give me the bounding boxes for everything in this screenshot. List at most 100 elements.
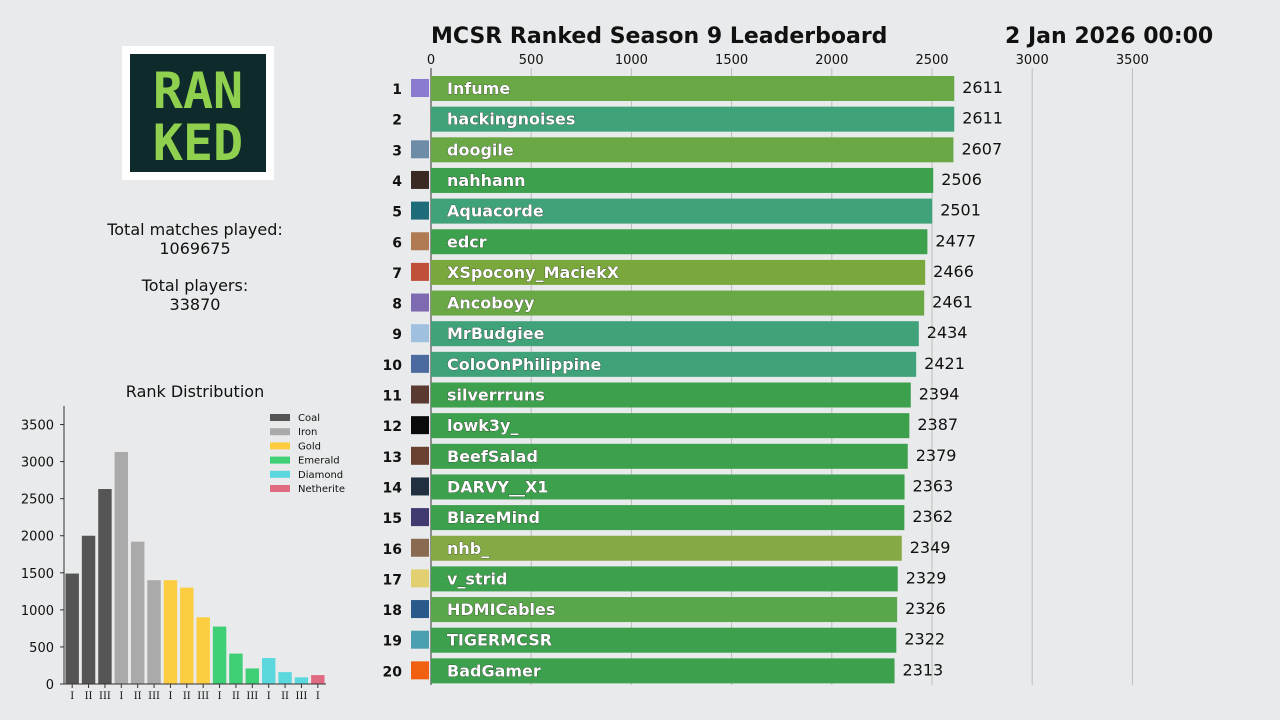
player-name-label: HDMICables: [447, 600, 555, 619]
player-name-label: nhb_: [447, 539, 489, 558]
player-avatar: [411, 569, 429, 588]
total-matches-stat: Total matches played: 1069675: [70, 220, 320, 258]
legend-label: Emerald: [298, 456, 340, 467]
total-players-value: 33870: [169, 295, 221, 314]
elo-value-label: 2326: [905, 599, 946, 618]
leaderboard-bar: [431, 259, 926, 285]
chart-title: MCSR Ranked Season 9 Leaderboard: [431, 24, 888, 49]
leaderboard-bar: [431, 566, 898, 592]
total-players-stat: Total players: 33870: [70, 276, 320, 314]
elo-value-label: 2394: [919, 385, 960, 404]
y-tick-label: 3000: [21, 456, 54, 471]
legend-swatch: [270, 456, 290, 464]
leaderboard-bar: [431, 106, 955, 132]
rank-bar: [130, 541, 145, 684]
player-avatar: [411, 385, 429, 404]
elo-value-label: 2379: [916, 446, 957, 465]
elo-value-label: 2607: [961, 139, 1002, 158]
rank-bar: [65, 573, 79, 684]
player-avatar: [411, 140, 429, 159]
chart-datetime: 2 Jan 2026 00:00: [1005, 24, 1214, 49]
rank-number: 17: [383, 572, 402, 588]
player-avatar: [411, 293, 429, 312]
rank-number: 10: [383, 358, 403, 374]
rank-number: 12: [383, 419, 402, 435]
x-tick-label: III: [246, 691, 258, 702]
rank-bar: [147, 580, 161, 684]
player-name-label: v_strid: [447, 569, 507, 588]
player-name-label: Infume: [447, 79, 510, 98]
leaderboard-bar: [431, 76, 955, 101]
player-name-label: MrBudgiee: [447, 324, 545, 343]
total-matches-value: 1069675: [159, 239, 231, 258]
x-tick-label: III: [197, 691, 209, 702]
legend-label: Diamond: [298, 470, 343, 481]
rank-bar: [294, 677, 309, 684]
player-name-label: BadGamer: [447, 661, 541, 680]
x-tick-label: I: [316, 691, 320, 702]
leaderboard-bar: [431, 198, 933, 224]
player-avatar: [411, 201, 429, 220]
player-name-label: BlazeMind: [447, 508, 540, 527]
rank-number: 8: [392, 297, 402, 313]
player-name-label: hackingnoises: [447, 110, 575, 129]
x-tick-label: I: [168, 691, 172, 702]
leaderboard-bar: [431, 597, 898, 623]
y-tick-label: 500: [29, 641, 54, 656]
player-avatar: [411, 538, 429, 557]
rank-bar: [245, 668, 260, 684]
y-tick-label: 1500: [21, 567, 54, 582]
elo-value-label: 2434: [927, 323, 968, 342]
logo-text-bottom: KED: [153, 114, 243, 172]
rank-bar: [229, 653, 243, 684]
player-avatar: [411, 661, 429, 680]
player-avatar: [411, 170, 429, 189]
x-tick-label: III: [296, 691, 308, 702]
player-avatar: [411, 79, 429, 97]
x-tick-label: II: [232, 691, 240, 702]
total-players-label: Total players:: [141, 276, 249, 295]
player-avatar: [411, 630, 429, 649]
y-tick-label: 0: [46, 678, 54, 693]
legend-swatch: [270, 428, 290, 436]
legend-swatch: [270, 485, 290, 492]
rank-number: 19: [383, 634, 402, 650]
rank-number: 18: [383, 603, 402, 619]
player-name-label: DARVY__X1: [447, 477, 548, 496]
leaderboard-bar: [431, 137, 954, 163]
player-name-label: silverrruns: [447, 386, 545, 405]
legend-swatch: [270, 470, 290, 478]
rank-number: 2: [392, 113, 402, 129]
player-avatar: [411, 508, 429, 527]
y-tick-label: 3500: [21, 419, 54, 434]
player-name-label: TIGERMCSR: [447, 631, 552, 650]
x-tick-label: 0: [427, 53, 435, 68]
rank-bar: [261, 658, 276, 684]
elo-value-label: 2313: [903, 660, 944, 679]
elo-value-label: 2329: [906, 568, 947, 587]
leaderboard-bar: [431, 658, 895, 684]
legend-label: Netherite: [298, 484, 345, 495]
total-matches-label: Total matches played:: [107, 220, 283, 239]
x-tick-label: I: [267, 691, 271, 702]
rank-number: 6: [392, 235, 402, 251]
elo-value-label: 2611: [962, 78, 1003, 97]
legend-label: Iron: [298, 427, 317, 438]
y-tick-label: 2000: [21, 530, 54, 545]
player-avatar: [411, 324, 429, 343]
rank-number: 5: [392, 205, 402, 221]
y-tick-label: 2500: [21, 493, 54, 508]
elo-value-label: 2362: [912, 507, 953, 526]
logo-background: [130, 54, 266, 172]
rank-number: 11: [383, 389, 402, 405]
player-name-label: nahhann: [447, 171, 526, 190]
rank-bar: [196, 617, 210, 684]
x-tick-label: 1000: [615, 53, 648, 68]
elo-value-label: 2611: [962, 109, 1003, 128]
player-name-label: Aquacorde: [447, 202, 544, 221]
rank-number: 13: [383, 450, 402, 466]
x-tick-label: I: [218, 691, 222, 702]
rank-number: 1: [392, 82, 402, 98]
